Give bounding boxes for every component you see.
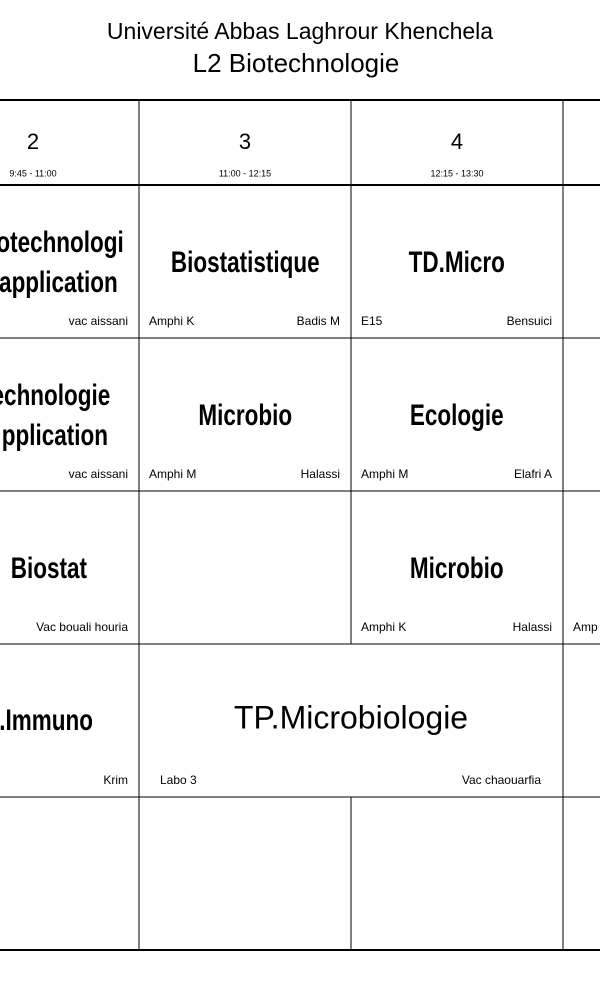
class-name: L2 Biotechnologie (193, 48, 400, 78)
grid (0, 99, 600, 951)
teacher: Krim (103, 773, 128, 787)
course-title: Microbio (198, 398, 292, 432)
course-title: TP.Microbiologie (234, 699, 468, 735)
teacher: Vac bouali houria (36, 620, 128, 634)
course-title: TD.Micro (409, 245, 505, 279)
teacher: Bensuici (507, 314, 552, 328)
period-time: 11:00 - 12:15 (219, 168, 271, 178)
teacher: Halassi (513, 620, 552, 634)
course-title: Biostat (11, 551, 87, 585)
room: Amphi K (361, 620, 406, 634)
teacher: Badis M (297, 314, 340, 328)
course-title: echnologie (0, 378, 110, 412)
course-title: Biostatistique (171, 245, 320, 279)
teacher: Halassi (301, 467, 340, 481)
room: Amphi M (361, 467, 408, 481)
room: Labo 3 (160, 773, 197, 787)
teacher: Elafri A (514, 467, 552, 481)
course-title: application (0, 265, 118, 299)
period-number: 2 (27, 129, 39, 154)
course-title: Microbio (410, 551, 504, 585)
course-title: .Immuno (0, 703, 93, 737)
course-titles: otechnologi application Biostatistique T… (0, 225, 505, 737)
room: E15 (361, 314, 383, 328)
period-time: 12:15 - 13:30 (430, 168, 483, 178)
course-title: pplication (2, 418, 108, 452)
teacher: vac aissani (69, 314, 128, 328)
course-title: Ecologie (410, 398, 504, 432)
room: Amphi K (149, 314, 194, 328)
teacher: Vac chaouarfia (462, 773, 541, 787)
period-number: 4 (451, 129, 463, 154)
course-title: otechnologi (0, 225, 124, 259)
teacher: vac aissani (69, 467, 128, 481)
period-number: 3 (239, 129, 251, 154)
room: Amp (573, 620, 598, 634)
room: Amphi M (149, 467, 196, 481)
university: Université Abbas Laghrour Khenchela (107, 18, 493, 44)
period-time: 9:45 - 11:00 (9, 168, 56, 178)
